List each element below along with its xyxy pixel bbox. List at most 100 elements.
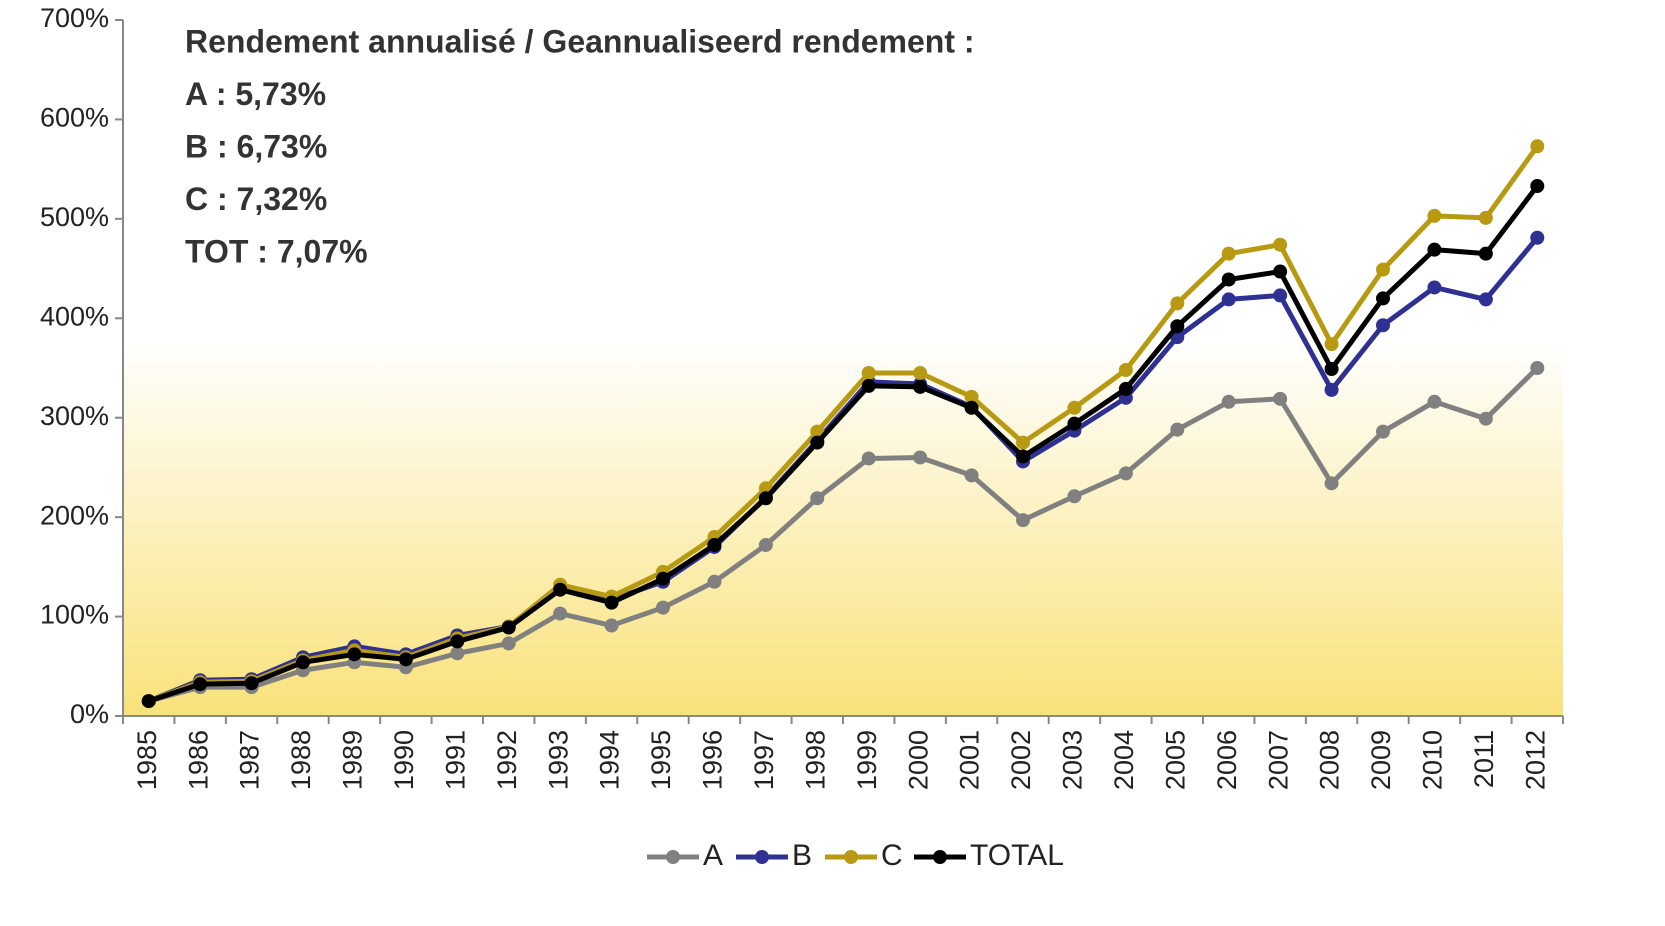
x-tick-label: 1997: [749, 730, 779, 790]
point: [1427, 280, 1442, 295]
point: [1427, 394, 1442, 409]
annotation: Rendement annualisé / Geannualiseerd ren…: [185, 23, 975, 59]
point: [1478, 411, 1493, 426]
point: [1530, 361, 1545, 375]
point: [707, 574, 722, 589]
legend-marker: [755, 850, 769, 864]
y-tick-label: 100%: [40, 600, 109, 630]
point: [1376, 318, 1390, 333]
point: [810, 435, 825, 450]
y-tick-label: 700%: [40, 3, 109, 33]
point: [1478, 246, 1493, 261]
legend-label: TOTAL: [970, 839, 1064, 872]
point: [758, 491, 773, 506]
point: [861, 451, 876, 466]
point: [1324, 382, 1339, 397]
point: [1376, 424, 1390, 439]
point: [553, 606, 568, 621]
x-tick-label: 1994: [595, 730, 625, 790]
series-line: [148, 366, 1540, 704]
point: [347, 647, 362, 662]
x-tick-label: 2012: [1520, 730, 1550, 790]
y-tick-label: 400%: [40, 301, 109, 331]
x-tick-label: 1991: [440, 730, 470, 790]
point: [1067, 400, 1082, 415]
plot-background: [123, 20, 1563, 716]
x-tick-label: 2001: [955, 730, 985, 790]
point: [1221, 292, 1236, 307]
x-tick-label: 1990: [389, 730, 419, 790]
point: [1118, 381, 1133, 396]
x-tick-label: 1999: [852, 730, 882, 790]
point: [1427, 208, 1442, 223]
point: [1170, 319, 1185, 334]
point: [450, 646, 465, 661]
point: [1273, 237, 1288, 252]
x-tick-label: 2005: [1160, 730, 1190, 790]
point: [604, 595, 619, 610]
x-tick-label: 2007: [1263, 730, 1293, 790]
point: [1221, 246, 1236, 261]
y-tick-label: 500%: [40, 202, 109, 232]
point: [861, 365, 876, 380]
x-tick-label: 1996: [698, 730, 728, 790]
x-tick-label: 2006: [1212, 730, 1242, 790]
annotation: B : 6,73%: [185, 128, 327, 164]
point: [1273, 391, 1288, 406]
point: [1118, 466, 1133, 481]
point: [553, 582, 568, 597]
legend-label: A: [703, 839, 723, 872]
point: [398, 652, 413, 667]
x-tick-label: 2004: [1109, 730, 1139, 790]
point: [913, 450, 928, 465]
x-tick-label: 1993: [543, 730, 573, 790]
y-tick-label: 0%: [70, 699, 109, 729]
point: [964, 389, 979, 404]
annotation: C : 7,32%: [185, 181, 327, 217]
point: [1170, 296, 1185, 311]
point: [810, 491, 825, 506]
point: [1427, 242, 1442, 257]
x-tick-label: 2000: [903, 730, 933, 790]
point: [604, 618, 619, 633]
x-tick-label: 2011: [1469, 730, 1499, 788]
x-tick-label: 1986: [183, 730, 213, 790]
point: [913, 379, 928, 394]
x-tick-label: 2010: [1418, 730, 1448, 790]
x-tick-label: 1992: [492, 730, 522, 790]
point: [1530, 139, 1545, 154]
point: [1324, 476, 1339, 491]
point: [501, 636, 516, 651]
x-tick-label: 1987: [235, 730, 265, 790]
point: [1067, 416, 1082, 431]
legend-marker: [844, 850, 858, 864]
point: [707, 537, 722, 552]
point: [501, 620, 516, 635]
series-line: [147, 184, 1540, 704]
point: [1118, 362, 1133, 377]
point: [1221, 272, 1236, 287]
point: [1324, 361, 1339, 376]
point: [861, 378, 876, 393]
point: [1530, 230, 1545, 245]
legend-label: B: [792, 839, 812, 872]
y-tick-label: 600%: [40, 103, 109, 133]
point: [1016, 513, 1030, 528]
x-tick-label: 2002: [1006, 730, 1036, 790]
point: [1067, 489, 1082, 504]
point: [141, 694, 156, 709]
point: [913, 365, 928, 380]
point: [1478, 292, 1493, 307]
x-tick-label: 2003: [1058, 730, 1088, 790]
point: [656, 600, 670, 615]
point: [1016, 435, 1030, 450]
point: [1324, 337, 1339, 352]
x-tick-label: 1988: [286, 730, 316, 790]
point: [1530, 179, 1545, 194]
annotation: A : 5,73%: [185, 76, 326, 112]
point: [1170, 422, 1185, 437]
point: [964, 468, 979, 483]
series-line: [147, 144, 1540, 704]
point: [450, 634, 465, 649]
